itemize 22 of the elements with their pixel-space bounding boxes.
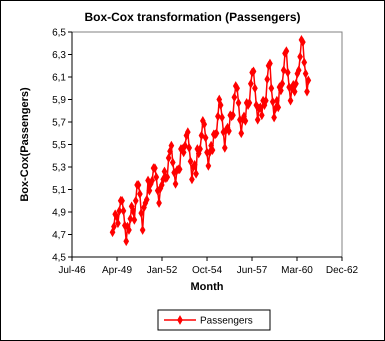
legend-label: Passengers: [200, 316, 253, 326]
y-tick-label: 4,7: [52, 230, 66, 241]
y-tick-label: 4,5: [52, 252, 66, 264]
y-tick-label: 4,9: [52, 208, 66, 218]
y-tick-label: 5,3: [52, 162, 66, 174]
y-tick-label: 5,9: [52, 95, 66, 106]
chart-title: Box-Cox transformation (Passengers): [84, 10, 301, 24]
x-tick-label: Jul-46: [58, 265, 86, 276]
y-axis-title: Box-Cox(Passengers): [19, 87, 31, 202]
x-tick-label: Jan-52: [146, 265, 178, 276]
x-tick-label: Mar-60: [281, 265, 314, 276]
y-tick-label: 6,5: [52, 28, 66, 38]
x-tick-label: Apr-49: [102, 265, 132, 276]
y-tick-label: 5,7: [52, 118, 66, 128]
y-tick-label: 6,1: [52, 72, 66, 84]
y-tick-label: 6,3: [52, 50, 66, 61]
x-tick-label: Jun-57: [236, 265, 268, 276]
x-axis-title: Month: [190, 281, 224, 293]
x-tick-label: Oct-54: [192, 265, 222, 276]
x-tick-label: Dec-62: [326, 265, 359, 276]
y-tick-label: 5,5: [52, 140, 66, 151]
y-tick-label: 5,1: [52, 185, 66, 196]
